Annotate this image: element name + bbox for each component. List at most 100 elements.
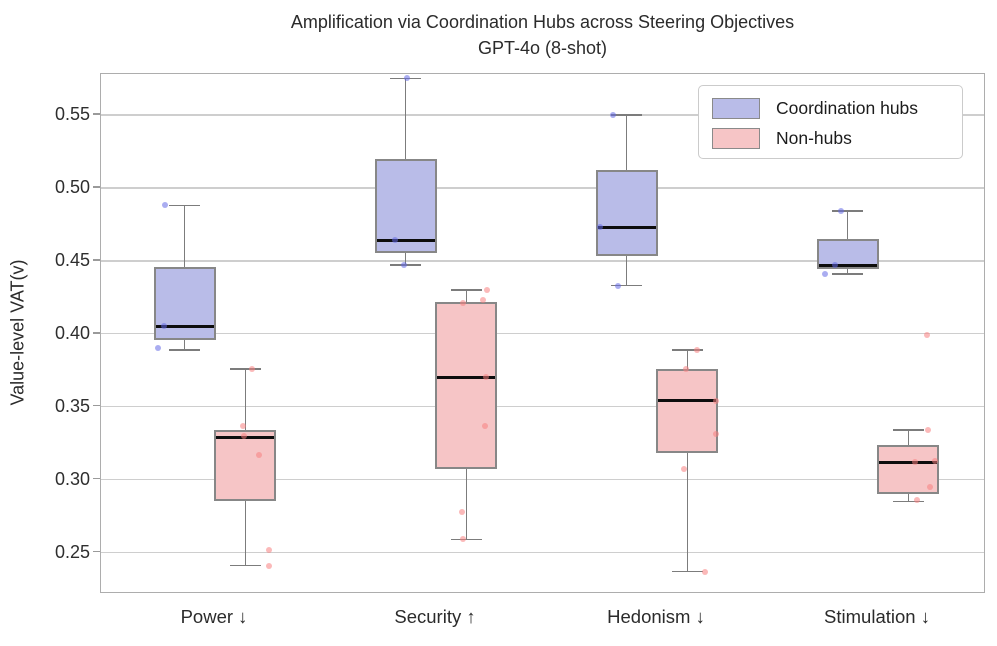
y-tick-label: 0.50 [54, 176, 90, 197]
legend-swatch-non-hubs [712, 127, 760, 149]
y-tick-mark [93, 550, 100, 553]
strip-point-non-hubs [482, 422, 489, 429]
whisker-cap-non-hubs [450, 289, 482, 291]
strip-point-coordination-hubs [831, 262, 838, 269]
whisker-cap-coordination-hubs [832, 210, 864, 212]
plot-area [100, 73, 985, 593]
strip-point-non-hubs [912, 459, 919, 466]
strip-point-non-hubs [266, 546, 273, 553]
y-tick-mark [93, 404, 100, 407]
strip-point-coordination-hubs [400, 262, 407, 269]
strip-point-non-hubs [483, 374, 490, 381]
chart-subtitle: GPT-4o (8-shot) [477, 38, 608, 58]
legend-label-coordination-hubs: Coordination hubs [776, 97, 919, 118]
strip-point-non-hubs [460, 300, 467, 307]
legend-label-non-hubs: Non-hubs [776, 127, 852, 148]
legend: Coordination hubs Non-hubs [698, 85, 963, 159]
strip-point-non-hubs [484, 286, 491, 293]
box-coordination-hubs [374, 158, 437, 254]
whisker-cap-non-hubs [671, 570, 703, 573]
strip-point-coordination-hubs [391, 237, 398, 244]
median-line-non-hubs [437, 375, 496, 379]
whisker-cap-coordination-hubs [832, 273, 864, 275]
box-coordination-hubs [595, 170, 658, 257]
strip-point-non-hubs [240, 422, 247, 429]
strip-point-coordination-hubs [161, 202, 168, 209]
legend-swatch-coordination-hubs [712, 97, 760, 119]
gridline [101, 114, 984, 116]
x-tick-label: Hedonism ↓ [607, 606, 705, 627]
strip-point-non-hubs [683, 365, 690, 372]
legend-item-non-hubs: Non-hubs [712, 127, 852, 149]
y-tick-mark [93, 113, 100, 115]
whisker-cap-coordination-hubs [169, 348, 201, 351]
median-line-coordination-hubs [818, 263, 877, 267]
y-tick-label: 0.55 [54, 103, 90, 124]
y-tick-mark [93, 477, 100, 480]
median-line-non-hubs [658, 399, 717, 403]
strip-point-non-hubs [460, 536, 467, 543]
y-tick-label: 0.25 [54, 541, 90, 562]
strip-point-non-hubs [713, 431, 720, 438]
whisker-cap-coordination-hubs [611, 284, 643, 287]
gridline [101, 478, 984, 481]
whisker-cap-non-hubs [229, 564, 261, 567]
strip-point-coordination-hubs [614, 282, 621, 289]
box-non-hubs [214, 430, 277, 502]
chart-title: Amplification via Coordination Hubs acro… [290, 12, 795, 32]
strip-point-non-hubs [702, 568, 709, 575]
y-tick-label: 0.30 [54, 468, 90, 489]
chart-title-block: Amplification via Coordination Hubs acro… [100, 9, 985, 61]
x-tick-label: Security ↑ [394, 606, 476, 627]
median-line-non-hubs [879, 460, 938, 464]
whisker-cap-coordination-hubs [611, 114, 643, 116]
strip-point-non-hubs [927, 483, 934, 490]
strip-point-coordination-hubs [596, 224, 603, 231]
median-line-coordination-hubs [376, 238, 435, 242]
whisker-cap-non-hubs [229, 367, 261, 370]
strip-point-non-hubs [713, 397, 720, 404]
box-non-hubs [435, 301, 498, 470]
strip-point-non-hubs [914, 497, 921, 504]
y-tick-label: 0.40 [54, 322, 90, 343]
y-tick-label: 0.45 [54, 249, 90, 270]
strip-point-non-hubs [480, 297, 487, 304]
gridline [101, 260, 984, 262]
box-non-hubs [656, 368, 719, 454]
y-tick-mark [93, 186, 100, 188]
gridline [101, 332, 984, 335]
strip-point-non-hubs [241, 432, 248, 439]
whisker-cap-non-hubs [892, 500, 924, 503]
y-tick-mark [93, 258, 100, 261]
y-tick-label: 0.35 [54, 395, 90, 416]
strip-point-non-hubs [932, 457, 939, 464]
strip-point-coordination-hubs [154, 345, 161, 352]
strip-point-coordination-hubs [160, 323, 167, 330]
legend-item-coordination-hubs: Coordination hubs [712, 97, 918, 119]
strip-point-coordination-hubs [403, 75, 410, 82]
strip-point-non-hubs [256, 451, 263, 458]
strip-point-coordination-hubs [821, 270, 828, 277]
whisker-cap-non-hubs [671, 348, 703, 351]
strip-point-non-hubs [459, 508, 466, 515]
strip-point-coordination-hubs [837, 208, 844, 215]
x-tick-label: Power ↓ [180, 606, 248, 627]
whisker-cap-non-hubs [450, 538, 482, 541]
whisker-cap-non-hubs [892, 429, 924, 431]
x-tick-label: Stimulation ↓ [824, 606, 930, 627]
gridline [101, 551, 984, 554]
median-line-coordination-hubs [597, 225, 656, 229]
strip-point-non-hubs [924, 332, 931, 339]
whisker-cap-coordination-hubs [169, 204, 201, 207]
gridline [101, 187, 984, 189]
strip-point-coordination-hubs [609, 111, 616, 118]
median-line-coordination-hubs [155, 324, 214, 328]
strip-point-non-hubs [925, 427, 932, 433]
strip-point-non-hubs [681, 466, 688, 473]
y-tick-mark [93, 331, 100, 334]
strip-point-non-hubs [694, 346, 701, 353]
whisker-non-hubs [686, 349, 689, 572]
gridline [101, 405, 984, 408]
strip-point-non-hubs [266, 562, 273, 569]
